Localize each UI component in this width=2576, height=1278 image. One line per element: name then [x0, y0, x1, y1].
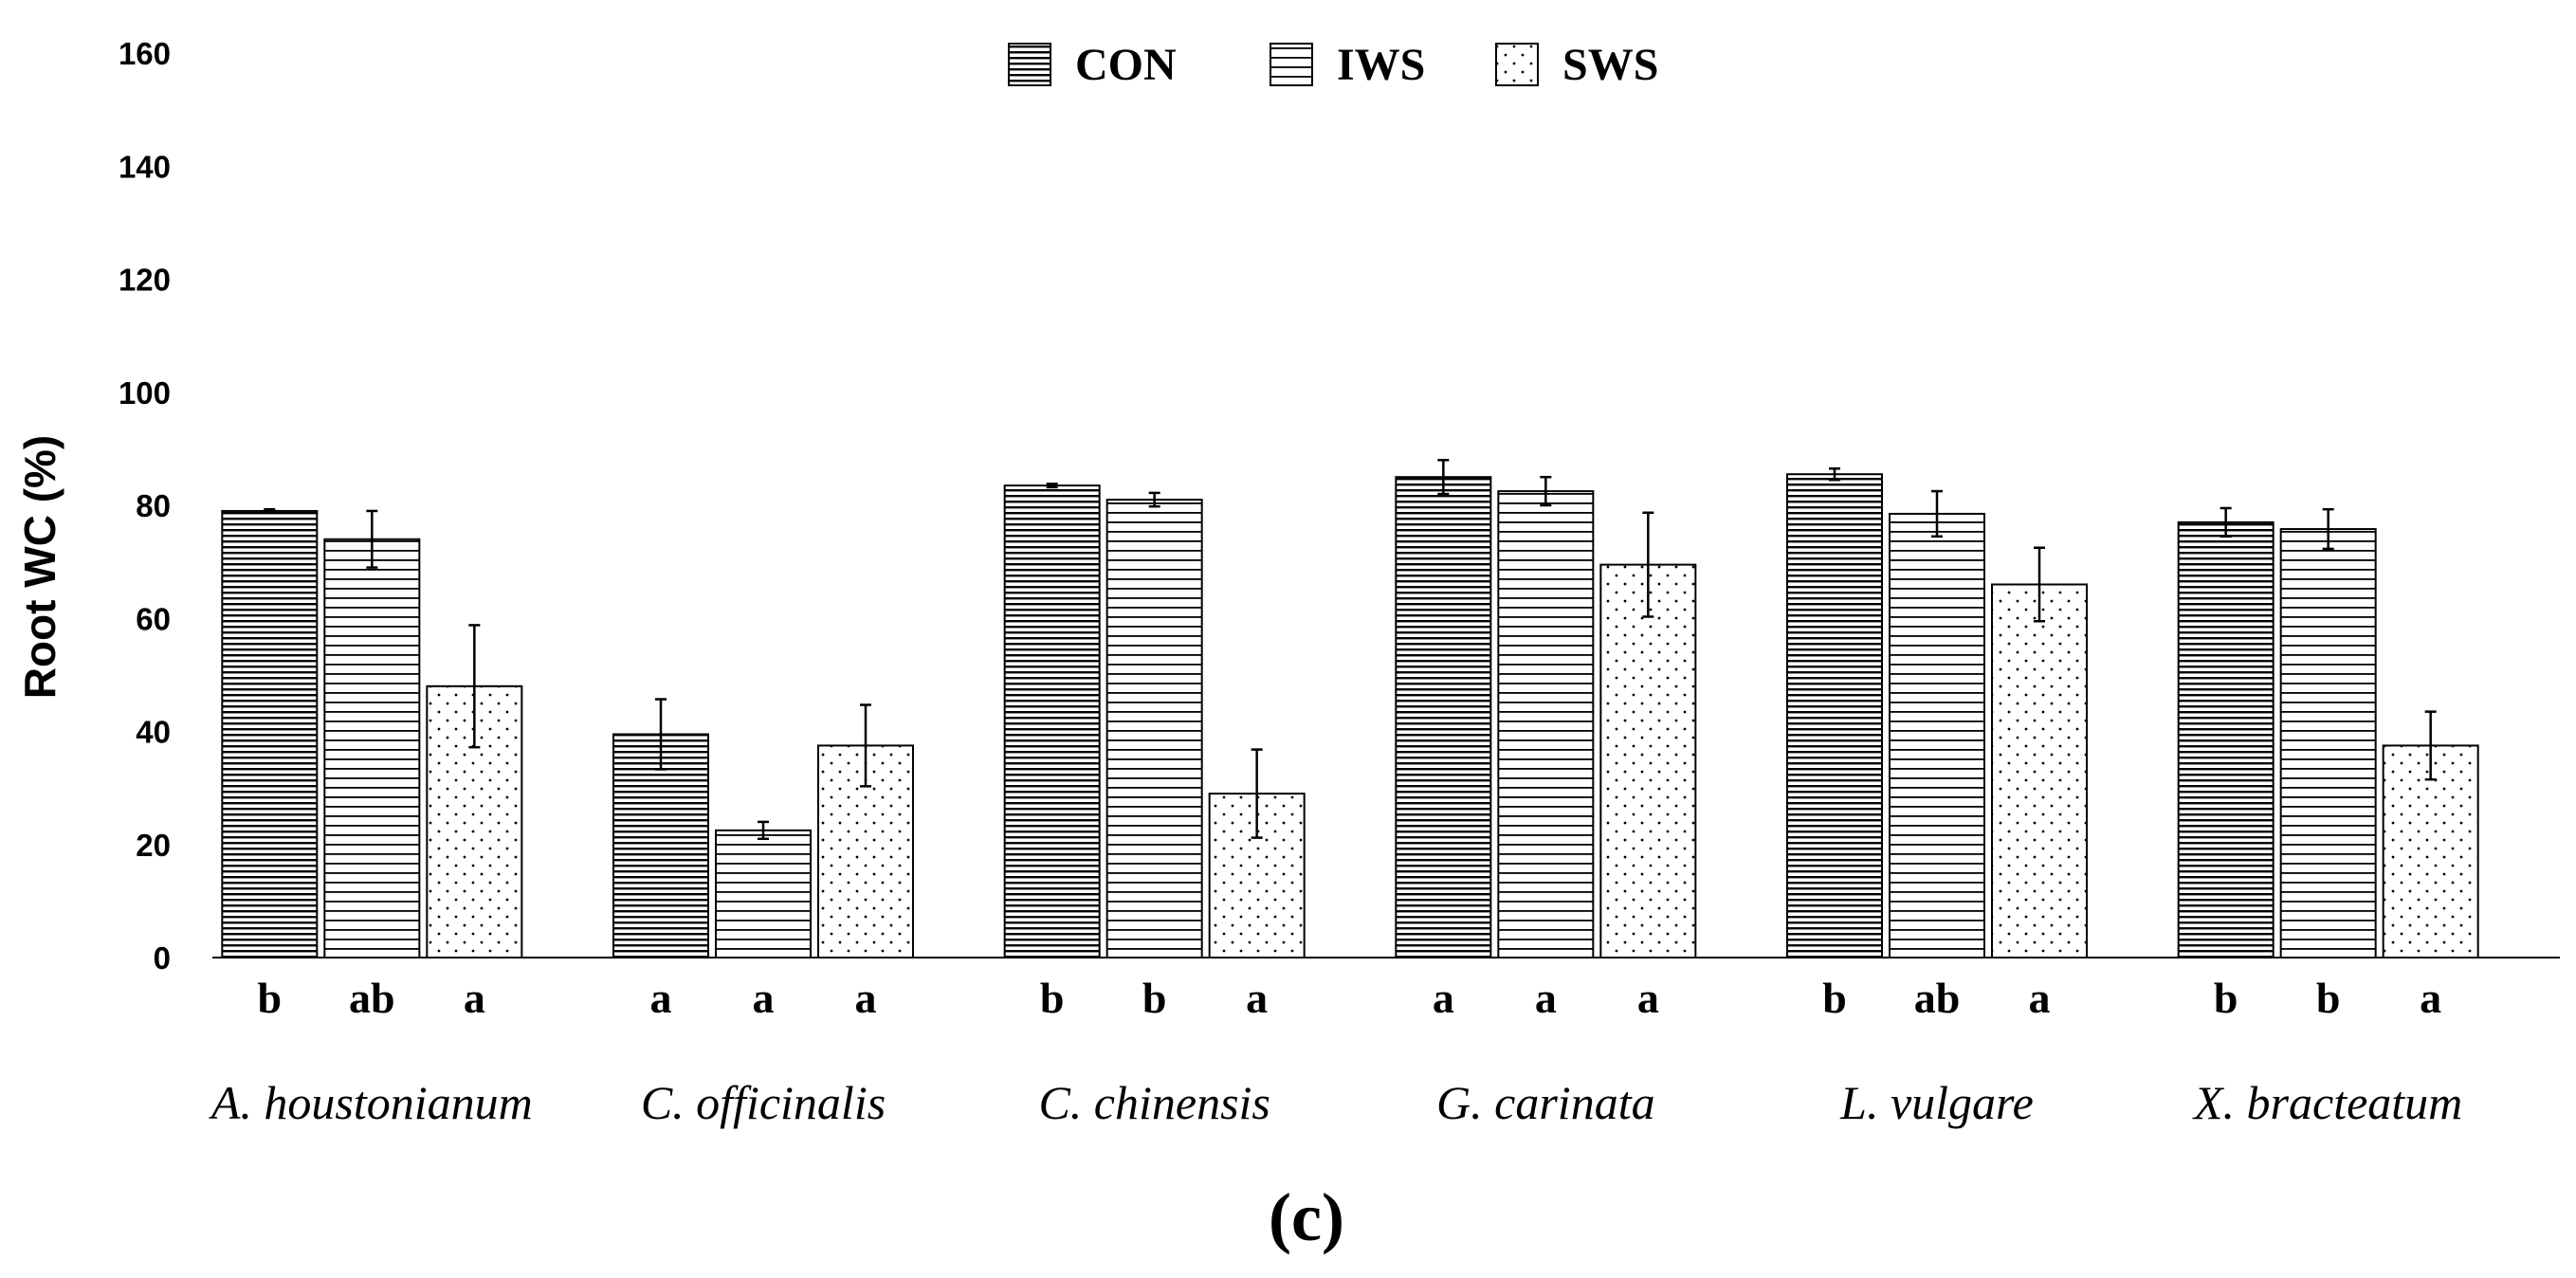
bar-iws — [715, 829, 812, 958]
error-bar — [1437, 459, 1450, 496]
legend-label: CON — [1075, 40, 1177, 90]
error-bar — [1148, 491, 1160, 508]
error-bar — [2424, 710, 2437, 781]
significance-letters: b ab a a a a b b a a a a b ab a b b a — [258, 974, 2442, 1022]
bar-con — [2177, 520, 2275, 958]
significance-letter: b — [1142, 974, 1167, 1022]
bar-iws — [1889, 512, 1985, 958]
error-bar — [2220, 506, 2232, 539]
significance-letter: b — [1040, 974, 1065, 1022]
significance-letter: b — [1822, 974, 1847, 1022]
error-bar — [1251, 748, 1263, 839]
y-tick-label: 60 — [136, 601, 171, 636]
error-bars — [264, 459, 2437, 841]
bars — [221, 473, 2479, 959]
legend-swatch — [1270, 43, 1313, 86]
y-tick-label: 40 — [136, 715, 171, 750]
error-bar — [1642, 511, 1654, 618]
bar-iws — [1497, 490, 1595, 958]
error-bar — [2034, 546, 2045, 623]
significance-letter: a — [855, 974, 877, 1022]
error-bar — [860, 703, 871, 788]
y-tick-label: 120 — [119, 263, 171, 298]
significance-letter: a — [1433, 974, 1454, 1022]
error-bar — [1931, 489, 1943, 539]
significance-letter: b — [2214, 974, 2238, 1022]
bar-con — [221, 509, 319, 959]
y-axis: 0 20 40 60 80 100 120 140 160 — [119, 36, 2560, 976]
significance-letter: a — [2420, 974, 2441, 1022]
error-bar — [1829, 466, 1840, 482]
legend-item-con: CON — [1008, 40, 1177, 90]
legend: CON IWS SWS — [1008, 40, 1658, 90]
legend-item-iws: IWS — [1270, 40, 1425, 90]
significance-letter: a — [1246, 974, 1268, 1022]
legend-item-sws: SWS — [1495, 40, 1658, 90]
bar-iws — [323, 538, 421, 959]
category-label: G. carinata — [1436, 1076, 1655, 1129]
error-bar — [468, 624, 481, 749]
error-bar — [1540, 475, 1552, 507]
legend-label: IWS — [1337, 40, 1425, 90]
y-tick-label: 20 — [136, 828, 171, 863]
significance-letter: b — [258, 974, 283, 1022]
significance-letter: ab — [349, 974, 395, 1022]
error-bar — [758, 820, 769, 841]
category-label: L. vulgare — [1839, 1076, 2034, 1129]
category-label: X. bracteatum — [2192, 1076, 2462, 1129]
y-tick-label: 160 — [119, 36, 171, 71]
significance-letter: ab — [1914, 974, 1961, 1022]
y-axis-title: Root WC (%) — [15, 435, 64, 699]
bar-sws — [1991, 583, 2088, 958]
panel-label: (c) — [1269, 1179, 1344, 1255]
error-bar — [264, 507, 276, 515]
category-labels: A. houstonianum C. officinalis C. chinensi… — [209, 1076, 2462, 1129]
bar-con — [1003, 484, 1101, 958]
significance-letter: a — [1637, 974, 1659, 1022]
category-label: A. houstonianum — [209, 1076, 533, 1129]
significance-letter: b — [2316, 974, 2341, 1022]
bar-sws — [1599, 563, 1697, 958]
bar-iws — [2279, 528, 2377, 958]
bar-sws — [2382, 744, 2479, 958]
significance-letter: a — [464, 974, 485, 1022]
legend-label: SWS — [1562, 40, 1658, 90]
error-bar — [655, 698, 667, 771]
bar-con — [1395, 476, 1492, 958]
y-tick-label: 80 — [136, 488, 171, 523]
error-bar — [366, 509, 378, 569]
legend-swatch — [1008, 43, 1051, 86]
error-bar — [1046, 483, 1058, 489]
bar-con — [612, 733, 709, 959]
bar-iws — [1105, 499, 1203, 958]
bar-con — [1786, 473, 1883, 958]
legend-swatch — [1495, 43, 1539, 86]
significance-letter: a — [650, 974, 672, 1022]
y-tick-label: 0 — [154, 940, 171, 976]
significance-letter: a — [753, 974, 775, 1022]
y-tick-label: 100 — [119, 375, 171, 411]
error-bar — [2322, 507, 2334, 551]
category-label: C. chinensis — [1038, 1076, 1270, 1129]
category-label: C. officinalis — [641, 1076, 886, 1129]
significance-letter: a — [1535, 974, 1557, 1022]
significance-letter: a — [2029, 974, 2051, 1022]
y-tick-label: 140 — [119, 149, 171, 184]
